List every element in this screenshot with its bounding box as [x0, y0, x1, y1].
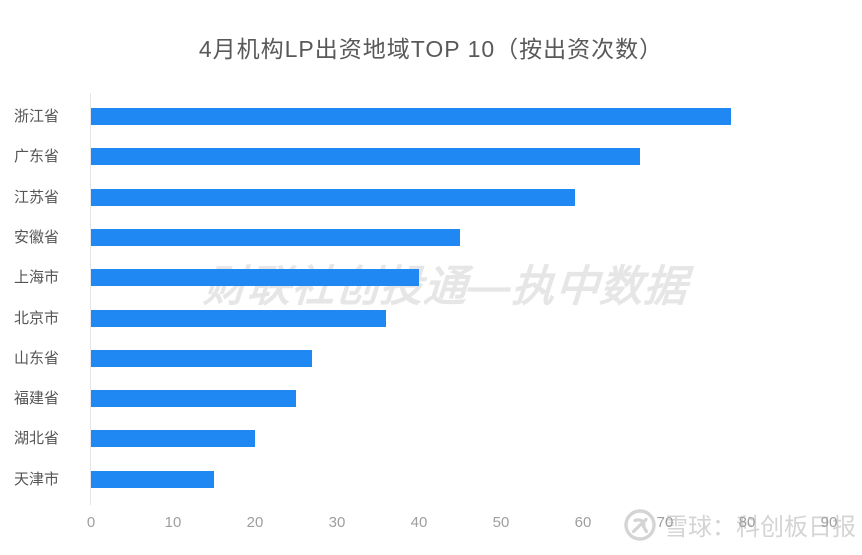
bar-天津市 [91, 470, 214, 488]
x-tick-label: 20 [246, 514, 264, 531]
category-label: 湖北省 [14, 430, 60, 448]
category-label: 山东省 [14, 349, 60, 367]
category-label: 浙江省 [14, 108, 60, 125]
category-label: 广东省 [14, 148, 60, 166]
x-tick-label: 40 [410, 514, 428, 531]
category-label: 北京市 [14, 309, 60, 327]
x-tick-label: 30 [328, 514, 346, 531]
category-label: 上海市 [14, 269, 60, 287]
y-axis-line [90, 93, 91, 505]
xueqiu-snowball-icon [624, 508, 656, 541]
category-label: 江苏省 [14, 188, 60, 206]
x-tick-label: 10 [164, 514, 182, 531]
bar-江苏省 [91, 188, 575, 206]
x-tick-label: 60 [574, 514, 592, 531]
category-label: 天津市 [14, 470, 60, 488]
bar-广东省 [91, 148, 640, 166]
x-tick-label: 80 [738, 514, 756, 531]
bar-山东省 [91, 349, 312, 367]
bar-上海市 [91, 269, 419, 287]
x-tick-label: 70 [656, 514, 674, 531]
category-label: 福建省 [14, 390, 60, 408]
bar-福建省 [91, 390, 296, 408]
category-label: 安徽省 [14, 228, 60, 246]
bottom-watermark: 雪球：科创板日报 [623, 507, 856, 542]
x-tick-label: 0 [86, 514, 96, 531]
bottom-watermark-text: 雪球：科创板日报 [664, 514, 856, 541]
x-tick-label: 90 [820, 514, 838, 531]
x-tick-label: 50 [492, 514, 510, 531]
bar-北京市 [91, 309, 386, 327]
chart-title: 4月机构LP出资地域TOP 10（按出资次数） [198, 36, 664, 62]
bar-浙江省 [91, 108, 731, 125]
bar-安徽省 [91, 228, 460, 246]
bar-湖北省 [91, 430, 255, 448]
